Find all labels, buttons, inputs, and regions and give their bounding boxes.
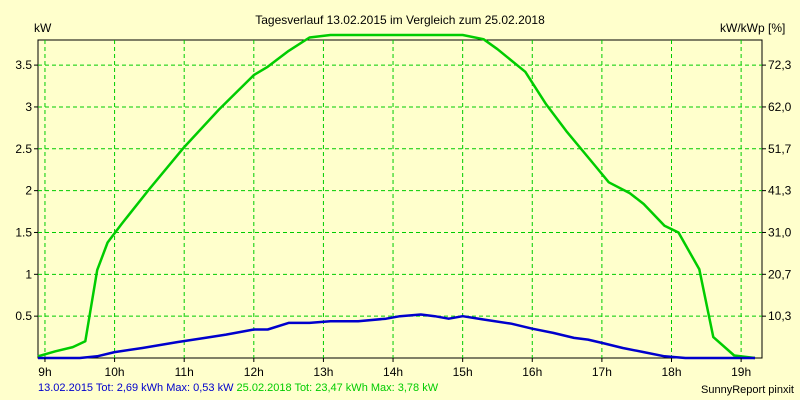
tick-labels: 9h 10h 11h 12h 13h 14h 15h 16h 17h 18h 19h 0.5 10,3 1…: [15, 58, 791, 379]
footer-series-2018: 25.02.2018 Tot: 23,47 kWh Max: 3,78 kW: [236, 382, 439, 394]
y-axis-right-label: kW/kWp [%]: [720, 21, 785, 35]
x-tick-label: 16h: [522, 365, 542, 379]
grid-lines: [38, 40, 762, 358]
series-lines: [37, 33, 756, 360]
y-tick-label-left: 2.5: [15, 142, 32, 156]
x-tick-label: 17h: [592, 365, 612, 379]
x-tick-label: 12h: [244, 365, 264, 379]
footer-series-2015: 13.02.2015 Tot: 2,69 kWh Max: 0,53 kW: [38, 382, 234, 394]
x-tick-label: 19h: [731, 365, 751, 379]
series-line-25-02-2018: [37, 33, 756, 360]
y-tick-label-right: 72,3: [768, 58, 792, 72]
y-axis-left-label: kW: [34, 21, 52, 35]
x-tick-label: 14h: [383, 365, 403, 379]
x-tick-label: 10h: [105, 365, 125, 379]
y-tick-label-left: 0.5: [15, 309, 32, 323]
y-tick-label-right: 10,3: [768, 309, 792, 323]
brand-label: SunnyReport pinxit: [701, 384, 794, 396]
y-tick-label-left: 1.5: [15, 225, 32, 239]
y-tick-label-right: 62,0: [768, 100, 792, 114]
y-tick-label-right: 20,7: [768, 267, 792, 281]
chart-footer: 13.02.2015 Tot: 2,69 kWh Max: 0,53 kW 25…: [38, 382, 438, 394]
y-tick-label-left: 1: [25, 267, 32, 281]
x-tick-label: 9h: [38, 365, 51, 379]
y-tick-label-right: 41,3: [768, 184, 792, 198]
plot-frame: [37, 39, 763, 359]
x-tick-label: 15h: [453, 365, 473, 379]
y-tick-label-left: 2: [25, 184, 32, 198]
y-tick-label-right: 51,7: [768, 142, 792, 156]
y-tick-label-left: 3.5: [15, 58, 32, 72]
y-tick-label-left: 3: [25, 100, 32, 114]
x-tick-label: 13h: [313, 365, 333, 379]
series-line-13-02-2015: [38, 313, 755, 360]
chart-title: Tagesverlauf 13.02.2015 im Vergleich zum…: [255, 13, 545, 27]
y-tick-label-right: 31,0: [768, 225, 792, 239]
x-tick-label: 18h: [661, 365, 681, 379]
x-tick-label: 11h: [175, 365, 194, 379]
